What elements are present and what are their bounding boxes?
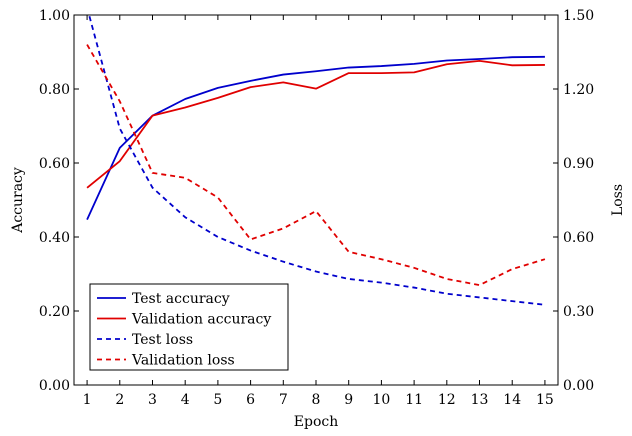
y-left-tick-label: 0.60: [39, 156, 70, 172]
x-tick-label: 6: [246, 392, 255, 408]
y-right-tick-label: 1.20: [563, 82, 594, 98]
y-right-tick-label: 0.90: [563, 156, 594, 172]
ticks-layer: 1 2 3 4 5 6 7 8 9 10 11 12 13 14 150.000.200.400.600.8…: [39, 8, 594, 408]
series-layer: [86, 15, 546, 306]
x-tick-label: 13: [471, 392, 489, 408]
x-tick-label: 2: [115, 392, 124, 408]
x-tick-label: 4: [181, 392, 190, 408]
x-tick-label: 8: [312, 392, 321, 408]
y-right-tick-label: 0.60: [563, 230, 594, 246]
y-right-tick-label: 0.00: [563, 378, 594, 394]
x-tick-label: 1: [83, 392, 92, 408]
x-tick-label: 11: [405, 392, 423, 408]
legend-label: Test loss: [132, 332, 193, 348]
x-tick-label: 3: [148, 392, 157, 408]
x-tick-label: 5: [213, 392, 222, 408]
y-axis-right-title: Loss: [610, 184, 626, 216]
y-left-tick-label: 0.00: [39, 378, 70, 394]
x-tick-label: 10: [372, 392, 390, 408]
legend: Test accuracy Validation accuracy Test los…: [89, 283, 289, 371]
series-line-test-loss: [88, 15, 546, 306]
x-tick-label: 15: [536, 392, 554, 408]
y-axis-left-title: Accuracy: [10, 167, 26, 234]
y-left-tick-label: 0.40: [39, 230, 70, 246]
x-tick-label: 7: [279, 392, 288, 408]
x-axis-title: Epoch: [294, 414, 338, 430]
x-tick-label: 12: [438, 392, 456, 408]
legend-label: Validation loss: [131, 353, 235, 369]
y-left-tick-label: 1.00: [39, 8, 70, 24]
x-tick-label: 14: [503, 392, 521, 408]
series-line-test-accuracy: [86, 55, 545, 220]
legend-label: Test accuracy: [132, 291, 230, 307]
series-line-validation-loss: [86, 44, 546, 287]
y-right-tick-label: 1.50: [563, 8, 594, 24]
y-left-tick-label: 0.80: [39, 82, 70, 98]
series-line-validation-accuracy: [86, 59, 545, 189]
y-right-tick-label: 0.30: [563, 304, 594, 320]
x-tick-label: 9: [344, 392, 353, 408]
legend-label: Validation accuracy: [131, 312, 271, 328]
y-left-tick-label: 0.20: [39, 304, 70, 320]
